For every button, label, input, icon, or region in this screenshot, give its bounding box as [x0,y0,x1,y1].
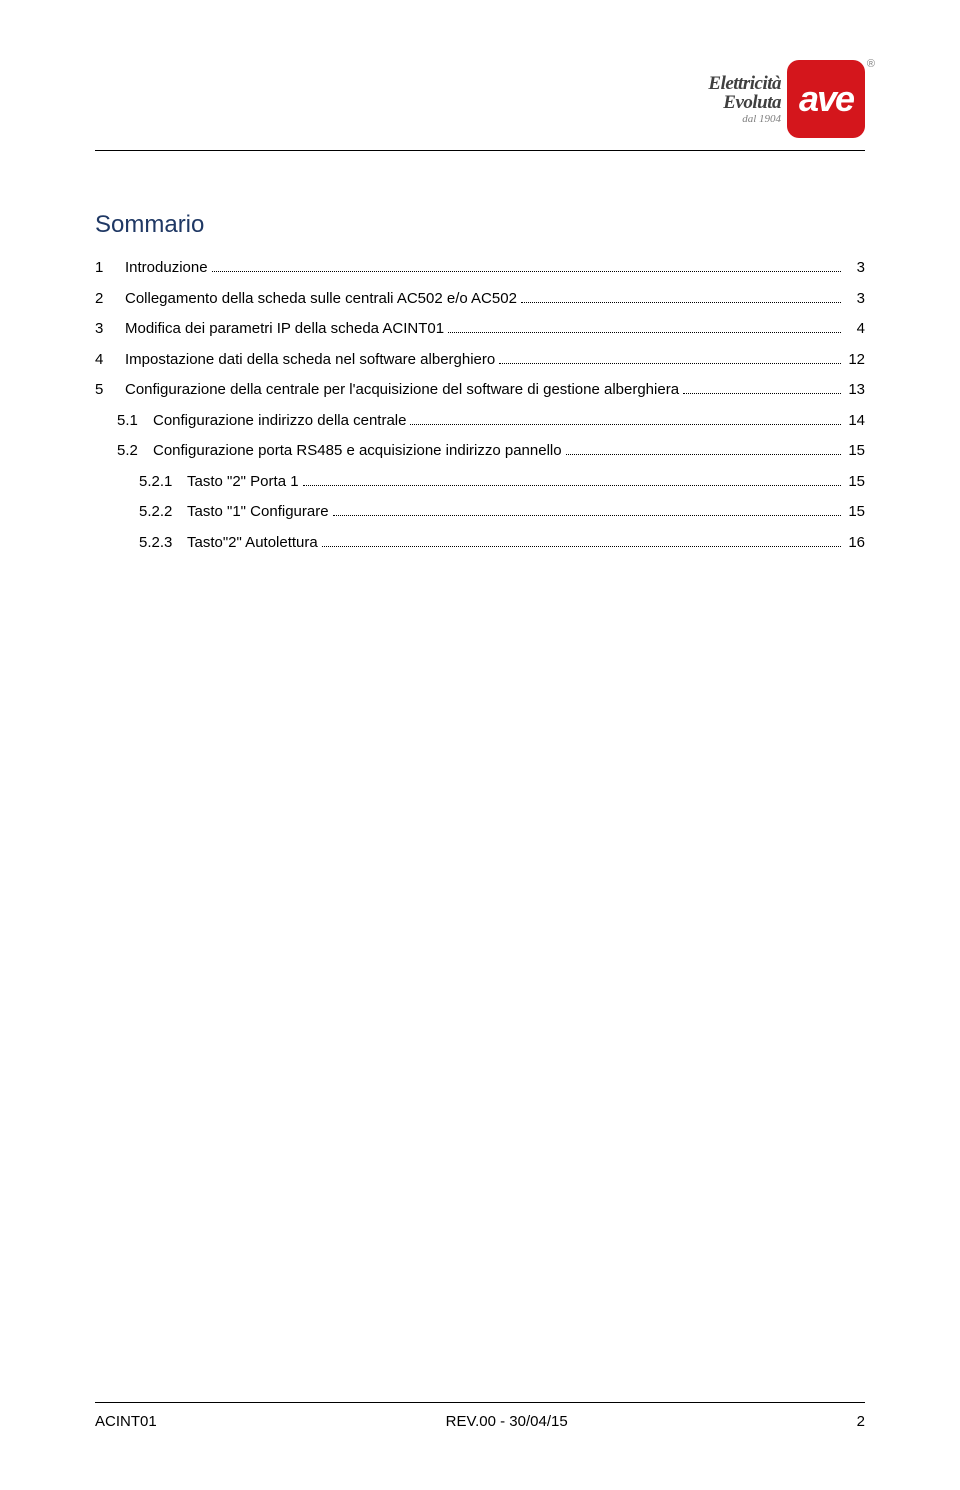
toc-entry-page: 14 [845,410,865,433]
toc-entry: 5.2Configurazione porta RS485 e acquisiz… [95,440,865,463]
toc-leader-dots [303,485,841,486]
toc-entry: 5Configurazione della centrale per l'acq… [95,379,865,402]
toc-entry-text: Tasto"2" Autolettura [187,532,318,555]
footer-doc-id: ACINT01 [95,1413,157,1430]
toc-leader-dots [683,393,841,394]
toc-entry-page: 3 [845,257,865,280]
brand-logo-block: Elettricità Evoluta dal 1904 ave ® [708,60,865,138]
tagline-line1: Elettricità [708,74,781,93]
toc-entry-text: Collegamento della scheda sulle centrali… [125,288,517,311]
toc-leader-dots [212,271,841,272]
toc-entry: 5.1Configurazione indirizzo della centra… [95,410,865,433]
header-divider [95,150,865,151]
toc-entry-text: Tasto "1" Configurare [187,501,329,524]
toc-entry-page: 16 [845,532,865,555]
toc-entry-number: 5.2 [117,440,153,463]
toc-entry: 5.2.1Tasto "2" Porta 1 15 [95,471,865,494]
toc-leader-dots [499,363,841,364]
toc-list: 1Introduzione32Collegamento della scheda… [95,257,865,554]
registered-mark-icon: ® [867,58,875,70]
toc-entry-text: Configurazione indirizzo della centrale [153,410,406,433]
toc-leader-dots [410,424,841,425]
toc-entry: 2Collegamento della scheda sulle central… [95,288,865,311]
toc-leader-dots [521,302,841,303]
footer-revision: REV.00 - 30/04/15 [446,1413,568,1430]
toc-entry-page: 12 [845,349,865,372]
toc-entry-text: Tasto "2" Porta 1 [187,471,299,494]
toc-entry: 3Modifica dei parametri IP della scheda … [95,318,865,341]
toc-entry-page: 13 [845,379,865,402]
toc-leader-dots [333,515,841,516]
toc-entry-text: Introduzione [125,257,208,280]
toc-entry: 1Introduzione 3 [95,257,865,280]
toc-entry-page: 15 [845,440,865,463]
page-footer: ACINT01 REV.00 - 30/04/15 2 [95,1402,865,1430]
toc-entry-number: 5.2.2 [139,501,187,524]
toc-entry-number: 3 [95,318,125,341]
toc-entry: 5.2.2Tasto "1" Configurare 15 [95,501,865,524]
toc-entry-number: 1 [95,257,125,280]
brand-logo-text: ave [799,78,853,120]
toc-entry-number: 5.1 [117,410,153,433]
toc-title: Sommario [95,211,865,239]
tagline-since: dal 1904 [742,114,781,125]
toc-entry-page: 4 [845,318,865,341]
toc-entry-page: 15 [845,501,865,524]
footer-divider [95,1402,865,1403]
toc-entry-text: Modifica dei parametri IP della scheda A… [125,318,444,341]
footer-page-number: 2 [857,1413,865,1430]
page-header: Elettricità Evoluta dal 1904 ave ® [95,60,865,138]
toc-entry-page: 15 [845,471,865,494]
toc-entry-number: 2 [95,288,125,311]
toc-leader-dots [448,332,841,333]
toc-entry: 4Impostazione dati della scheda nel soft… [95,349,865,372]
toc-leader-dots [322,546,841,547]
toc-leader-dots [566,454,841,455]
toc-entry-number: 5 [95,379,125,402]
toc-entry-page: 3 [845,288,865,311]
brand-tagline: Elettricità Evoluta dal 1904 [708,74,781,125]
tagline-line2: Evoluta [723,93,781,112]
toc-entry-number: 5.2.1 [139,471,187,494]
toc-entry-text: Configurazione porta RS485 e acquisizion… [153,440,562,463]
toc-entry: 5.2.3Tasto"2" Autolettura 16 [95,532,865,555]
toc-entry-text: Impostazione dati della scheda nel softw… [125,349,495,372]
brand-logo: ave ® [787,60,865,138]
toc-entry-number: 5.2.3 [139,532,187,555]
toc-entry-number: 4 [95,349,125,372]
toc-entry-text: Configurazione della centrale per l'acqu… [125,379,679,402]
